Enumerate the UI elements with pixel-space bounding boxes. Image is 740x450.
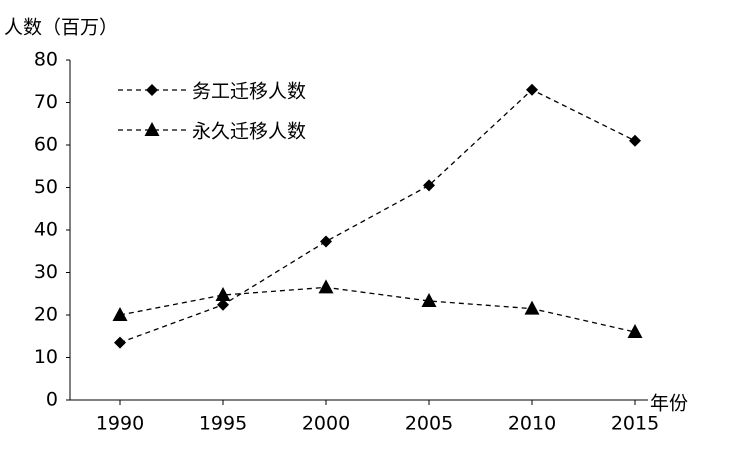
y-tick-label: 30 xyxy=(34,261,58,283)
marker xyxy=(627,324,643,338)
series-line xyxy=(119,88,636,344)
marker xyxy=(423,179,435,192)
y-axis-label: 人数（百万） xyxy=(4,17,118,39)
legend-label: 务工迁移人数 xyxy=(192,81,306,103)
x-tick-label: 2015 xyxy=(611,413,659,435)
y-tick-label: 0 xyxy=(46,389,58,411)
marker xyxy=(524,300,540,315)
series-line xyxy=(119,286,636,333)
y-tick-label: 40 xyxy=(34,219,58,241)
marker xyxy=(112,307,128,321)
marker xyxy=(320,235,332,248)
y-tick-label: 70 xyxy=(34,91,58,113)
marker xyxy=(215,287,231,302)
x-tick-label: 1990 xyxy=(96,413,144,435)
marker xyxy=(217,298,229,311)
marker xyxy=(629,134,641,147)
legend-label: 永久迁移人数 xyxy=(192,121,306,143)
marker xyxy=(318,279,334,294)
y-tick-label: 50 xyxy=(34,176,58,198)
y-tick-label: 80 xyxy=(34,49,58,71)
marker xyxy=(526,83,538,96)
y-tick-label: 20 xyxy=(34,304,58,326)
marker xyxy=(421,292,437,307)
x-tick-label: 1995 xyxy=(199,413,247,435)
x-tick-label: 2010 xyxy=(508,413,556,435)
marker xyxy=(146,84,158,96)
x-tick-label: 2000 xyxy=(302,413,350,435)
x-tick-label: 2005 xyxy=(405,413,453,435)
marker xyxy=(114,336,126,349)
marker xyxy=(144,122,160,136)
x-axis-label: 年份 xyxy=(650,393,688,415)
y-tick-label: 10 xyxy=(34,346,58,368)
y-tick-label: 60 xyxy=(34,134,58,156)
